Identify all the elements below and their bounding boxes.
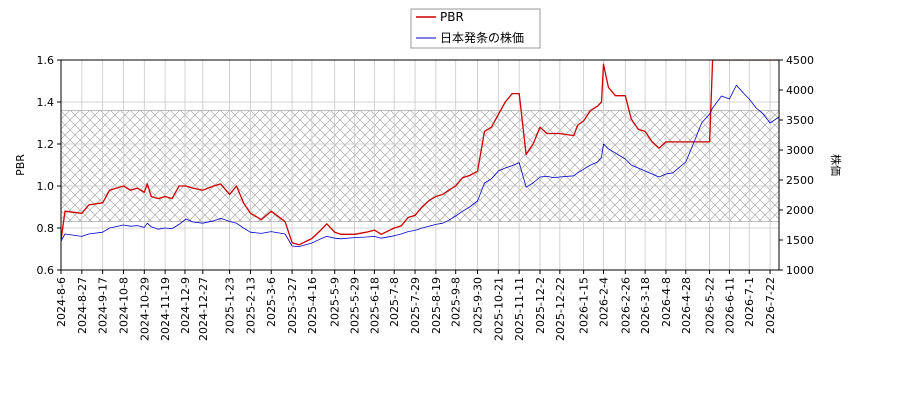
y-left-axis-title: PBR [14,154,27,176]
x-tick-label: 2025-8-19 [430,277,443,334]
x-tick-label: 2024-11-19 [159,277,172,341]
plot-frame [60,59,780,271]
x-tick-label: 2026-6-11 [723,277,736,334]
x-tick-label: 2025-10-21 [492,277,505,341]
x-tick-label: 2026-2-4 [597,277,610,327]
x-tick-label: 2026-4-8 [660,277,673,327]
x-tick-label: 2026-3-18 [639,277,652,334]
x-tick-label: 2026-1-15 [578,277,591,334]
x-tick-label: 2025-9-30 [472,277,485,334]
y-right-tick-label: 1500 [786,234,814,247]
x-tick-label: 2026-7-22 [764,277,777,334]
y-right-tick-label: 3500 [786,114,814,127]
legend: PBR 日本発条の株価 [410,8,541,49]
x-tick-label: 2025-5-9 [329,277,342,327]
x-tick-label: 2025-4-16 [306,277,319,334]
y-right-axis-title: 株価 [829,154,843,176]
y-left-tick-label: 1.4 [37,96,55,109]
legend-label-pbr: PBR [440,10,464,24]
x-tick-label: 2024-10-29 [138,277,151,341]
y-right-tick-label: 1000 [786,264,814,277]
x-tick-label: 2026-5-22 [704,277,717,334]
x-tick-label: 2025-12-22 [554,277,567,341]
y-left-tick-label: 1.2 [37,138,55,151]
legend-label-price: 日本発条の株価 [440,30,524,45]
x-tick-label: 2025-11-11 [513,277,526,341]
x-tick-label: 2025-3-27 [286,277,299,334]
y-right-tick-label: 4500 [786,54,814,67]
y-left-tick-label: 0.8 [37,222,55,235]
x-tick-label: 2025-6-18 [368,277,381,334]
series-line-price [61,84,779,248]
series-layer [61,60,779,248]
x-tick-label: 2026-7-1 [743,277,756,327]
y-right-tick-label: 2500 [786,174,814,187]
x-tick-label: 2024-12-9 [179,277,192,334]
x-tick-label: 2025-2-13 [244,277,257,334]
legend-box [410,8,541,49]
axis-layer: 2024-8-6 2024-8-27 2024-9-17 2024-10-8 2024-… [37,54,815,341]
x-tick-label: 2025-7-29 [409,277,422,334]
y-right-tick-label: 2000 [786,204,814,217]
x-tick-label: 2025-7-8 [388,277,401,327]
hatched-band [60,110,780,223]
x-tick-label: 2025-9-8 [450,277,463,327]
x-tick-label: 2026-2-26 [619,277,632,334]
x-tick-label: 2026-4-28 [680,277,693,334]
x-tick-label: 2025-12-2 [534,277,547,334]
y-left-tick-label: 0.6 [37,264,55,277]
y-left-tick-label: 1.6 [37,54,55,67]
x-tick-label: 2024-10-8 [117,277,130,334]
x-tick-label: 2025-3-6 [265,277,278,327]
y-left-tick-label: 1.0 [37,180,55,193]
y-right-tick-label: 4000 [786,84,814,97]
x-tick-label: 2025-1-23 [224,277,237,334]
x-tick-label: 2025-5-29 [349,277,362,334]
x-tick-label: 2024-12-27 [197,277,210,341]
hatched-band-layer [60,110,780,223]
series-line-pbr [61,60,779,246]
x-tick-label: 2024-8-6 [55,277,68,327]
y-right-tick-label: 3000 [786,144,814,157]
x-tick-label: 2024-8-27 [76,277,89,334]
x-tick-label: 2024-9-17 [97,277,110,334]
